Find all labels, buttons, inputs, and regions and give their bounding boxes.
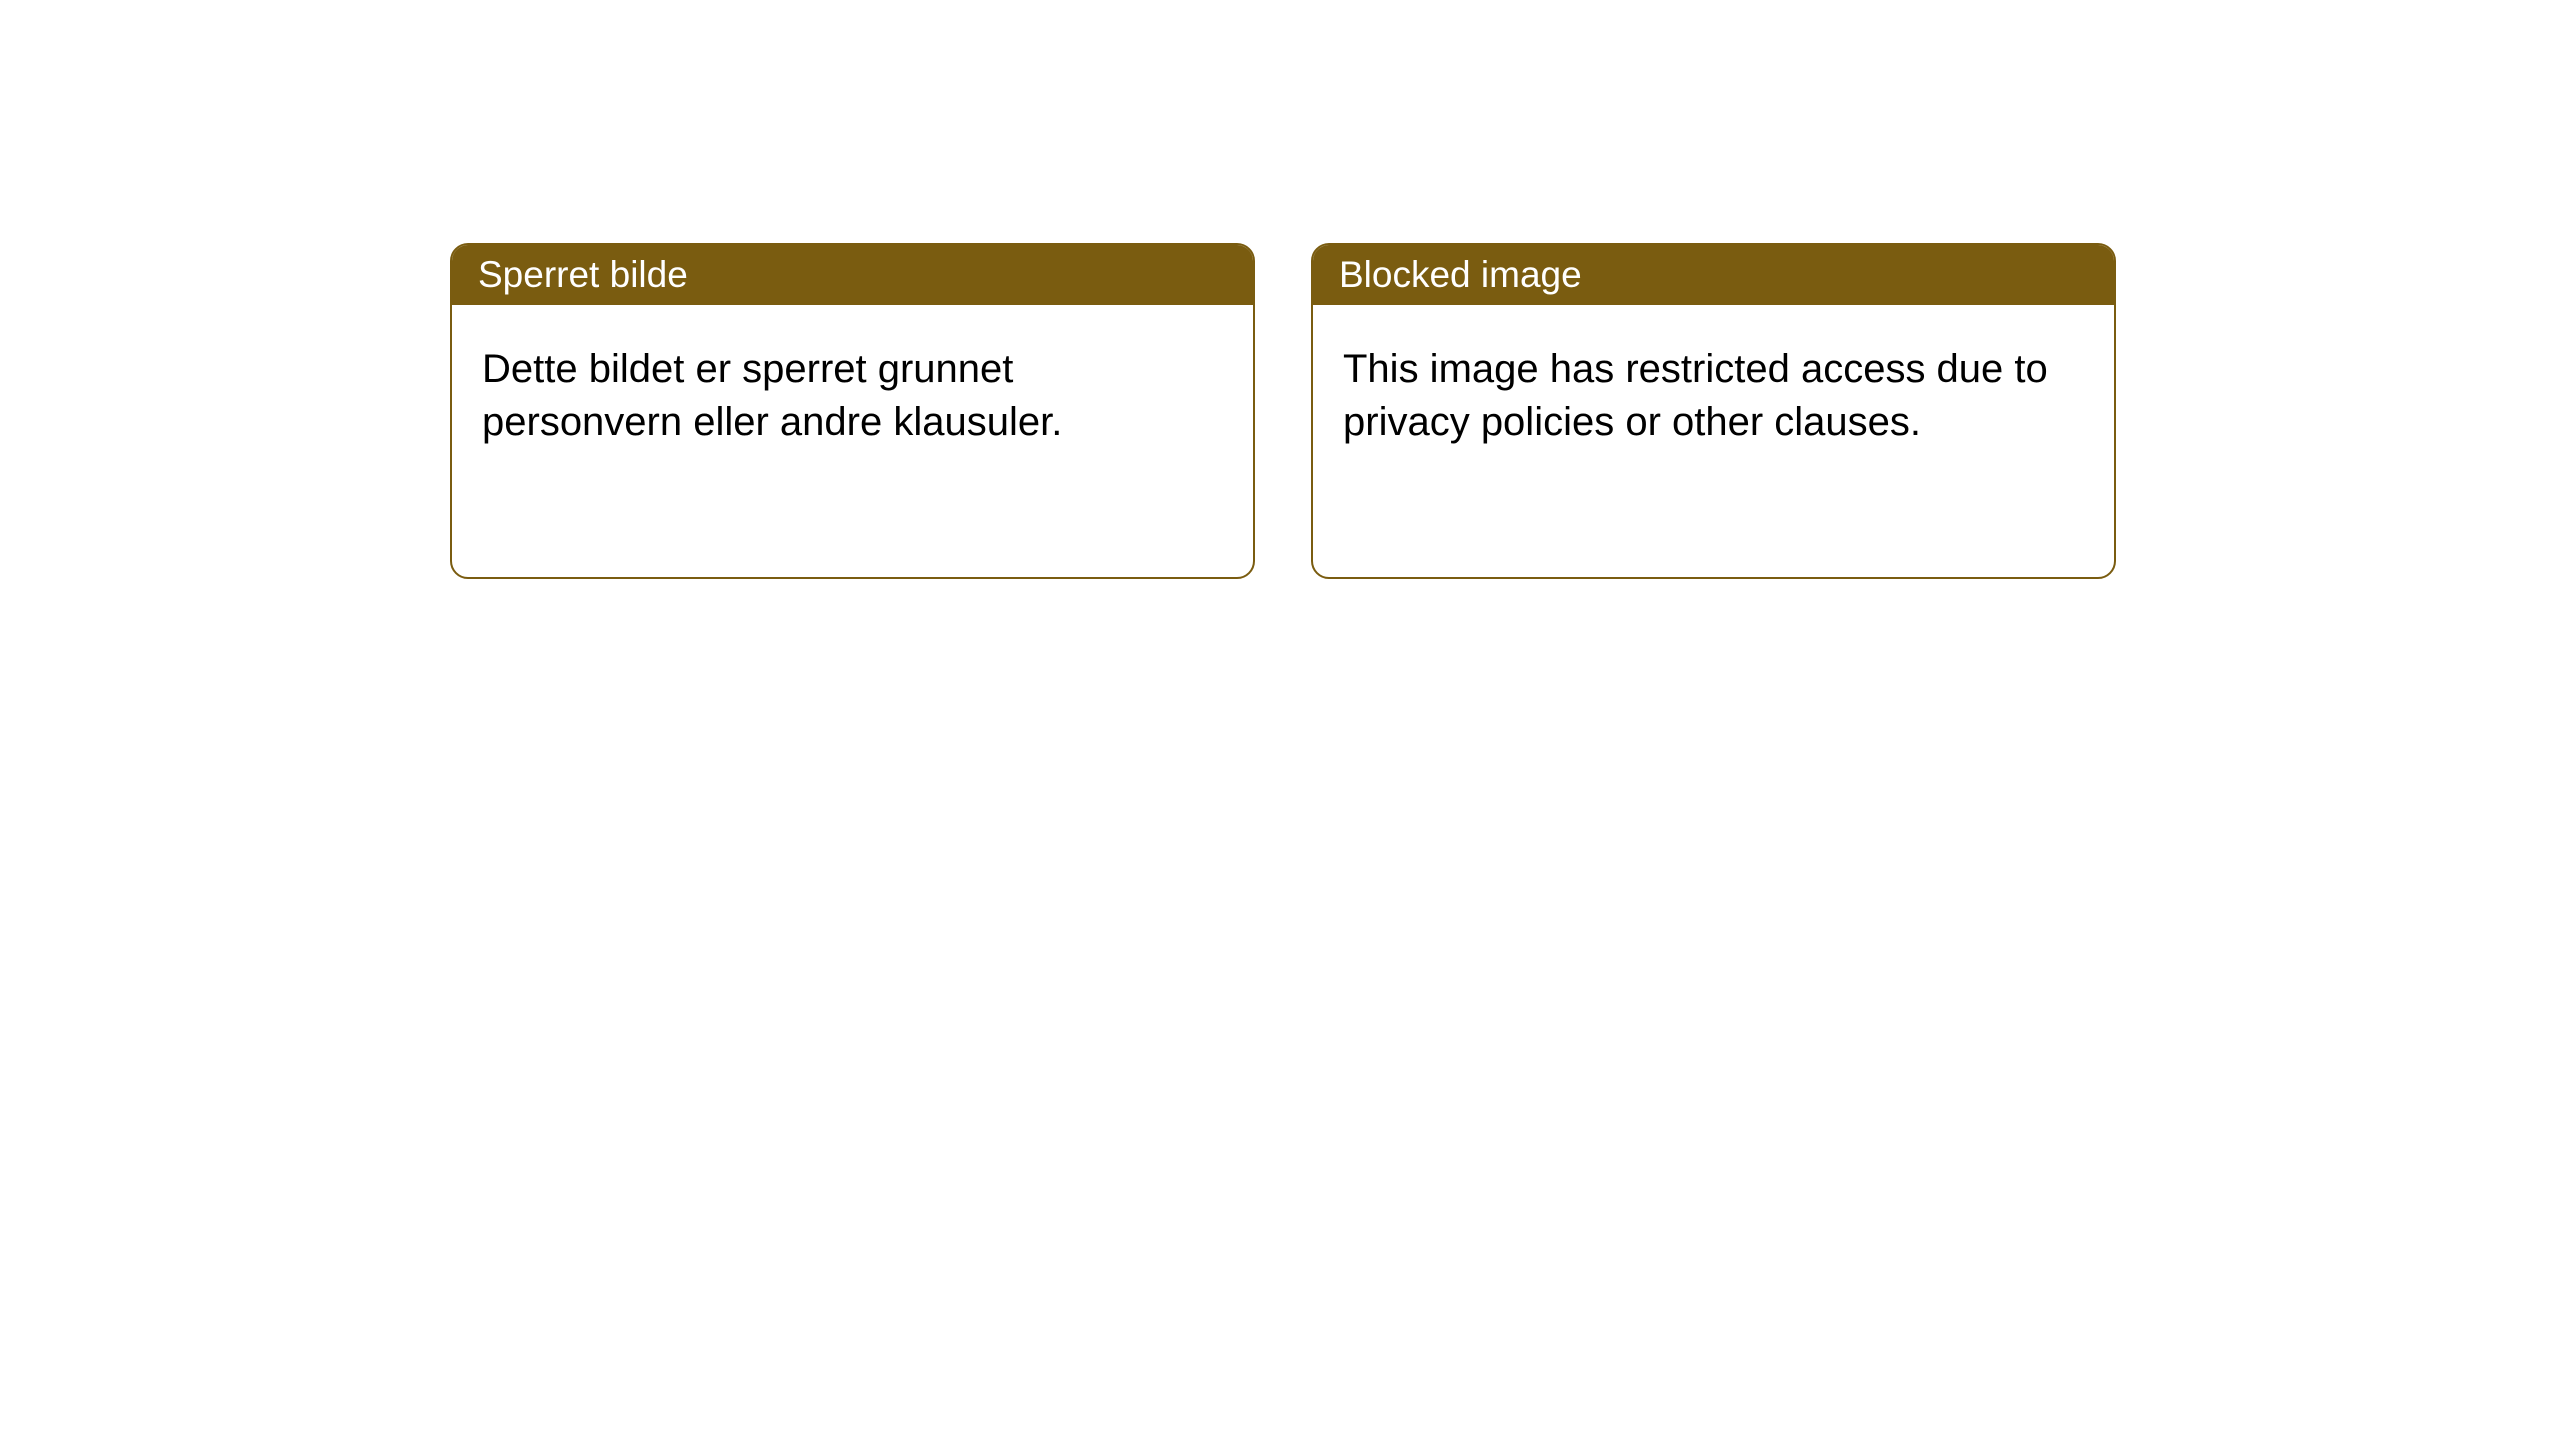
card-title-norwegian: Sperret bilde — [478, 254, 688, 296]
card-body-text-english: This image has restricted access due to … — [1343, 347, 2048, 444]
blocked-image-card-english: Blocked image This image has restricted … — [1311, 243, 2116, 579]
card-header-english: Blocked image — [1313, 245, 2114, 305]
card-body-text-norwegian: Dette bildet er sperret grunnet personve… — [482, 347, 1062, 444]
card-body-english: This image has restricted access due to … — [1313, 305, 2114, 487]
cards-container: Sperret bilde Dette bildet er sperret gr… — [450, 243, 2116, 579]
card-header-norwegian: Sperret bilde — [452, 245, 1253, 305]
card-body-norwegian: Dette bildet er sperret grunnet personve… — [452, 305, 1253, 487]
blocked-image-card-norwegian: Sperret bilde Dette bildet er sperret gr… — [450, 243, 1255, 579]
card-title-english: Blocked image — [1339, 254, 1582, 296]
